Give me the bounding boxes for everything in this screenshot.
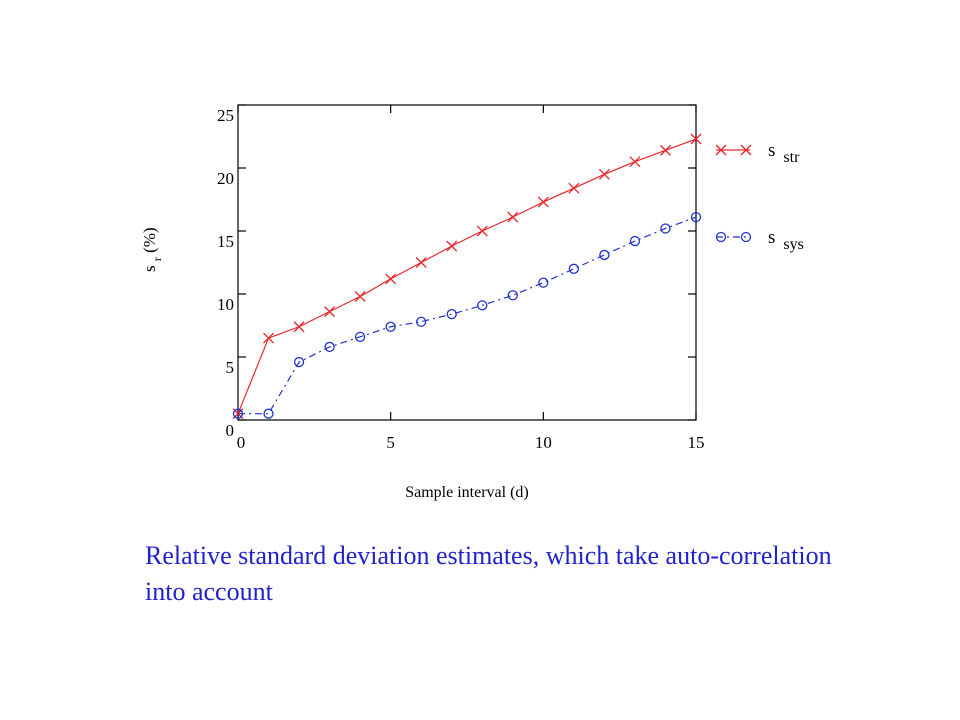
legend-entry-sys: s sys <box>715 227 804 253</box>
series-layer <box>232 133 702 420</box>
data-point-str <box>324 306 336 318</box>
y-axis-label: s r (%) <box>140 227 165 272</box>
legend-marker <box>740 231 752 243</box>
y-tick-label: 0 <box>226 421 235 440</box>
series-str <box>232 133 702 420</box>
legend-label-sub: str <box>783 149 800 166</box>
legend-marker <box>715 144 727 156</box>
data-point-str <box>660 144 671 156</box>
data-point-sys <box>354 331 366 342</box>
data-point-str <box>568 182 580 194</box>
series-line-sys <box>238 216 697 415</box>
data-point-str <box>598 168 610 180</box>
data-point-sys <box>629 235 641 247</box>
y-axis-label-rest: (%) <box>140 227 159 252</box>
data-point-sys <box>690 211 702 223</box>
data-point-str <box>446 240 458 252</box>
y-tick-label: 10 <box>217 295 234 314</box>
legend-label: s str <box>768 140 800 166</box>
data-point-sys <box>477 300 488 311</box>
data-point-sys <box>507 290 518 301</box>
x-tick-label: 5 <box>386 433 395 452</box>
plot-area-border <box>237 104 697 421</box>
data-point-str <box>415 257 427 268</box>
y-tick-label: 20 <box>217 169 234 188</box>
legend-entry-str: s str <box>715 140 800 166</box>
plot-frame <box>237 104 697 421</box>
data-point-sys <box>416 316 427 327</box>
x-tick-label: 15 <box>688 433 705 452</box>
data-point-sys <box>660 223 671 234</box>
x-tick-label: 0 <box>237 433 246 452</box>
y-tick-label: 15 <box>217 232 234 251</box>
axis-ticks <box>237 104 697 421</box>
legend-label: s sys <box>768 227 804 253</box>
data-point-str <box>537 196 549 208</box>
y-tick-label: 25 <box>217 106 234 125</box>
y-axis-label-main: s <box>140 265 159 272</box>
legend-marker <box>740 144 752 156</box>
legend-label-main: s <box>768 227 775 248</box>
x-tick-label: 10 <box>535 433 552 452</box>
data-point-sys <box>324 341 335 353</box>
data-point-str <box>507 211 519 223</box>
data-point-sys <box>232 408 244 419</box>
legend-label-sub: sys <box>783 236 803 253</box>
figure-caption: Relative standard deviation estimates, w… <box>145 541 832 606</box>
y-tick-label: 5 <box>226 358 235 377</box>
data-point-sys <box>568 263 580 274</box>
series-sys <box>232 211 702 419</box>
data-point-str <box>690 133 702 145</box>
tick-labels: 0 5 10 15 0 5 10 15 20 25 <box>217 106 705 452</box>
series-line-str <box>237 138 697 414</box>
data-point-sys <box>263 408 274 419</box>
data-point-str <box>354 291 366 302</box>
data-point-sys <box>599 249 610 261</box>
data-point-str <box>629 156 641 168</box>
data-point-str <box>385 273 397 285</box>
data-point-str <box>293 321 305 333</box>
legend-marker <box>715 231 727 243</box>
data-point-sys <box>293 356 305 368</box>
data-point-sys <box>446 309 457 320</box>
data-point-sys <box>538 277 549 288</box>
y-axis-label-sub: r <box>150 257 164 261</box>
legend-label-main: s <box>768 140 775 161</box>
x-axis-label: Sample interval (d) <box>405 484 529 501</box>
data-point-str <box>476 225 488 237</box>
data-point-str <box>263 332 274 344</box>
data-point-sys <box>385 321 396 332</box>
